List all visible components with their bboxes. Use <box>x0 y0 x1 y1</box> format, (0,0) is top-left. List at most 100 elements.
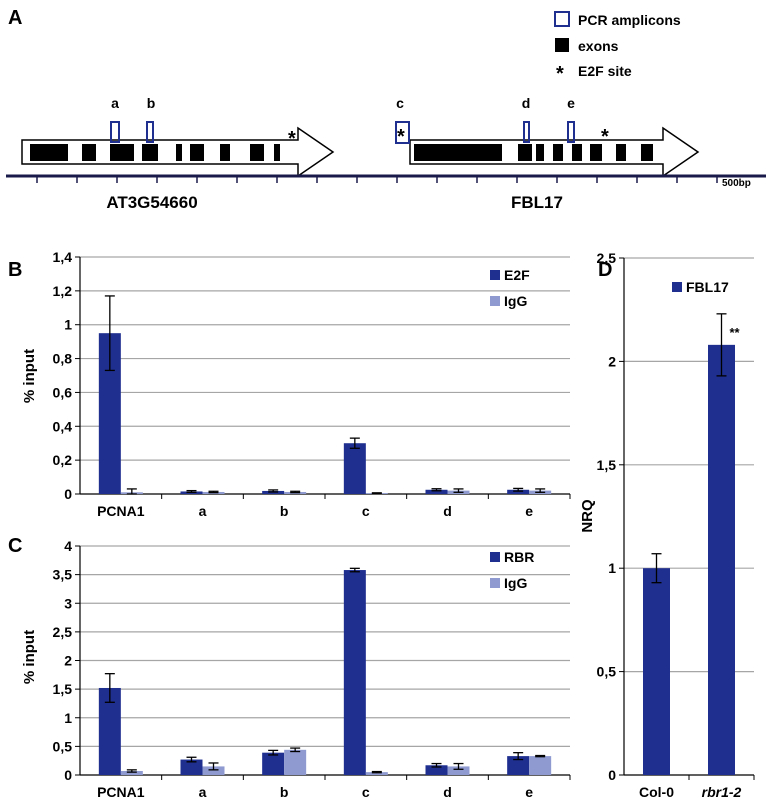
y-tick-label: 0 <box>64 767 72 783</box>
y-tick-label: 2 <box>64 653 72 669</box>
x-tick-label: rbr1-2 <box>702 784 742 800</box>
bar-rbr-PCNA1 <box>98 687 121 775</box>
e2f-site-asterisk-c: * <box>397 126 405 148</box>
y-tick-label: 0,8 <box>53 351 73 367</box>
bar-rbr-b <box>262 752 285 775</box>
exon <box>641 144 653 161</box>
y-tick-label: 3,5 <box>53 567 73 583</box>
y-tick-label: 1,4 <box>53 249 73 265</box>
y-tick-label: 0 <box>64 486 72 502</box>
exon <box>274 144 280 161</box>
exon <box>536 144 544 161</box>
x-tick-label: d <box>443 784 452 800</box>
amplicon-b <box>146 121 154 143</box>
y-tick-label: 1 <box>64 317 72 333</box>
bar-igg-d <box>447 766 470 775</box>
y-tick-label: 2,5 <box>53 624 73 640</box>
exon <box>414 144 502 161</box>
amplicon-label-c: c <box>396 95 404 111</box>
amplicon-c <box>395 121 410 144</box>
exon <box>82 144 96 161</box>
gene-model-at3g54660: a b * <box>21 95 335 178</box>
y-tick-label: 1 <box>608 560 616 576</box>
panel-d-chart: D NRQ 0 0,5 1 1,5 2 2,5 Col-0 rbr1-2 FBL17 ** <box>579 250 755 800</box>
panel-c-y-axis-label: % input <box>21 630 38 684</box>
exon <box>176 144 182 161</box>
exon <box>590 144 602 161</box>
genomic-track: 500bp <box>6 174 766 189</box>
bar-fbl17-Col-0 <box>643 568 670 775</box>
bar-e2f-d <box>425 489 448 494</box>
exon <box>616 144 626 161</box>
x-tick-label: e <box>525 503 533 519</box>
legend-swatch <box>490 270 500 280</box>
legend-swatch <box>490 578 500 588</box>
legend-label: IgG <box>504 293 527 309</box>
panel-a: A PCR amplicons exons * E2F site a b * * <box>6 7 766 212</box>
exons <box>30 144 280 161</box>
x-tick-label: e <box>525 784 533 800</box>
panel-d-letter: D <box>598 259 612 281</box>
y-tick-label: 1,5 <box>597 457 617 473</box>
legend-swatch <box>490 552 500 562</box>
y-tick-label: 0,4 <box>53 418 73 434</box>
panel-c-chart: C % input 0 0,5 1 1,5 2 2,5 3 3,5 4 PCNA1 a b c d e RBR… <box>8 535 571 800</box>
bar-igg-e <box>529 756 552 775</box>
amplicon-label-a: a <box>111 95 119 111</box>
y-tick-label: 3 <box>64 595 72 611</box>
bar-rbr-d <box>425 765 448 775</box>
legend-label: E2F <box>504 267 530 283</box>
x-tick-label: a <box>199 784 207 800</box>
x-tick-label: b <box>280 503 289 519</box>
exon-legend-swatch <box>555 38 569 52</box>
amplicon-d <box>523 121 530 143</box>
exon <box>572 144 582 161</box>
y-tick-label: 2,5 <box>597 250 617 266</box>
scale-bar-label: 500bp <box>722 178 751 189</box>
exon <box>110 144 134 161</box>
pcr-amplicon-legend-swatch <box>554 11 570 27</box>
panel-c-letter: C <box>8 535 22 557</box>
amplicon-a <box>110 121 120 143</box>
panel-a-legend: PCR amplicons exons * E2F site <box>554 11 681 85</box>
x-tick-label: b <box>280 784 289 800</box>
y-tick-label: 1,2 <box>53 283 73 299</box>
amplicon-e <box>567 121 575 143</box>
legend-exons: exons <box>578 38 619 54</box>
e2f-site-asterisk: * <box>601 126 609 148</box>
panel-b-y-axis-label: % input <box>21 349 38 403</box>
bar-rbr-c <box>343 570 366 775</box>
y-tick-label: 1,5 <box>53 681 73 697</box>
e2f-legend-asterisk: * <box>556 63 564 85</box>
amplicon-label-d: d <box>522 95 531 111</box>
y-tick-label: 0,5 <box>597 664 617 680</box>
y-tick-label: 0,6 <box>53 384 73 400</box>
exon <box>518 144 532 161</box>
x-tick-label: PCNA1 <box>97 784 145 800</box>
amplicon-label-e: e <box>567 95 575 111</box>
x-tick-label: c <box>362 503 370 519</box>
gene-name-at3g54660: AT3G54660 <box>106 193 197 212</box>
bar-e2f-PCNA1 <box>98 333 121 494</box>
legend-label: IgG <box>504 575 527 591</box>
y-tick-label: 1 <box>64 710 72 726</box>
x-tick-label: PCNA1 <box>97 503 145 519</box>
y-tick-label: 2 <box>608 353 616 369</box>
track-ticks <box>36 176 718 183</box>
legend-swatch <box>672 282 682 292</box>
panel-a-letter: A <box>8 7 22 29</box>
x-tick-label: Col-0 <box>639 784 674 800</box>
exon <box>553 144 563 161</box>
exon <box>250 144 264 161</box>
y-tick-label: 0,2 <box>53 452 73 468</box>
panel-b-chart: B % input 0 0,2 0,4 0,6 0,8 1 1,2 1,4 PCNA1 a b c d e… <box>8 249 571 519</box>
gene-name-fbl17: FBL17 <box>511 193 563 212</box>
exon <box>220 144 230 161</box>
exon <box>30 144 68 161</box>
legend-swatch <box>490 296 500 306</box>
legend-e2f-site: E2F site <box>578 63 632 79</box>
x-tick-label: c <box>362 784 370 800</box>
x-tick-label: a <box>199 503 207 519</box>
bar-igg-c <box>365 772 388 775</box>
